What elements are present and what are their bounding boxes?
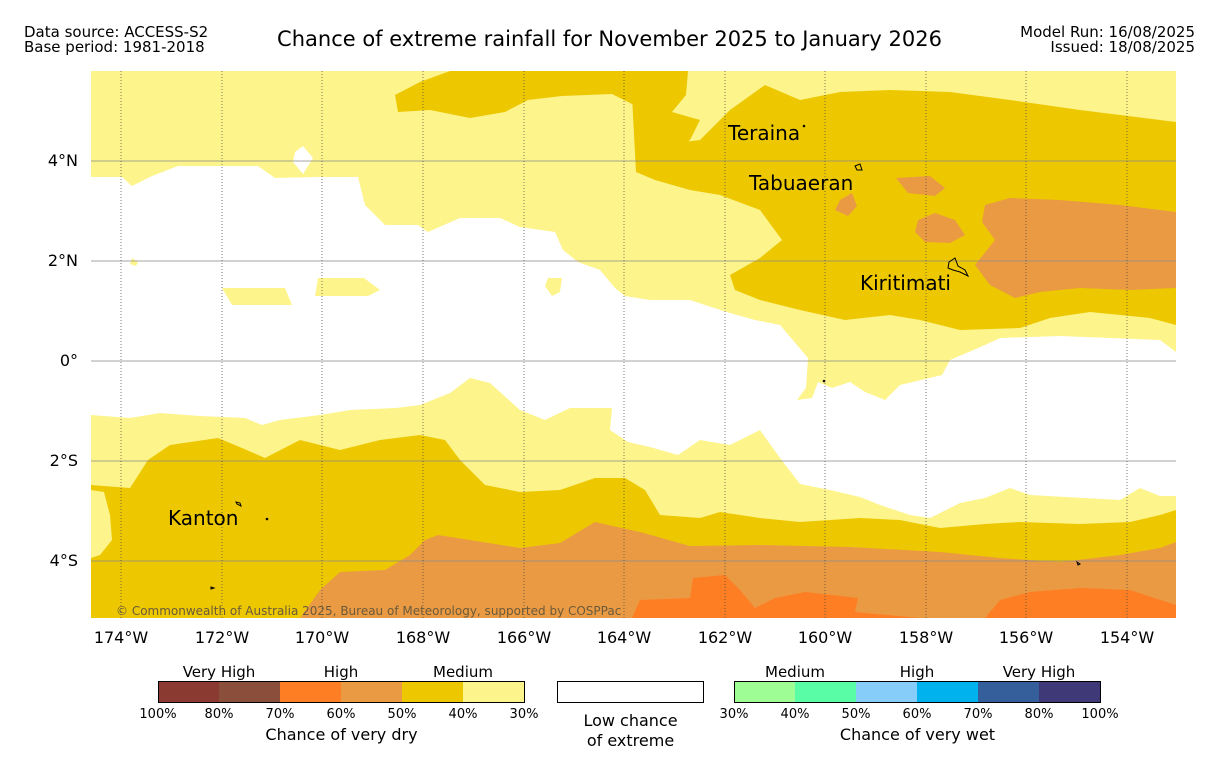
lon-label-158w: 158°W	[898, 628, 954, 647]
place-label-kiritimati: Kiritimati	[860, 271, 951, 295]
lat-label-0: 0°	[59, 351, 78, 370]
base-period-text: Base period: 1981-2018	[24, 38, 205, 56]
legend-dry-tick-2: 80%	[204, 707, 234, 722]
map-title: Chance of extreme rainfall for November …	[277, 27, 942, 51]
legend-dry-very-high: Very High	[182, 663, 256, 681]
legend-wet-swatch-5	[978, 681, 1039, 703]
legend-dry-swatch-4	[341, 681, 402, 703]
legend-dry-swatch-6	[463, 681, 524, 703]
legend-dry-tick-6: 40%	[448, 707, 478, 722]
legend-dry-swatch-5	[402, 681, 463, 703]
legend-low-line1: Low chance	[583, 711, 678, 730]
copyright-text: © Commonwealth of Australia 2025, Bureau…	[116, 604, 621, 618]
data-source-text: Data source: ACCESS-S2	[24, 23, 209, 41]
lon-label-168w: 168°W	[395, 628, 451, 647]
legend-dry-border	[158, 681, 525, 703]
island-outline-small-1	[210, 586, 216, 590]
legend-dry-title: Chance of very dry	[265, 725, 418, 744]
legend-dry-swatch-3	[280, 681, 341, 703]
tabuaeran-outline	[854, 163, 863, 171]
teraina-outline	[802, 124, 806, 128]
medium-dry-island-4	[130, 258, 138, 266]
legend-low-swatch	[557, 681, 704, 703]
lon-label-170w: 170°W	[294, 628, 350, 647]
legend-wet-very-high: Very High	[1002, 663, 1076, 681]
kiritimati-outline	[947, 257, 970, 278]
legend-dry-high: High	[323, 663, 359, 681]
rainfall-map: Teraina Tabuaeran Kiritimati Kanton © Co…	[91, 71, 1176, 618]
lon-label-162w: 162°W	[697, 628, 753, 647]
legend-dry-tick-7: 30%	[509, 707, 539, 722]
island-outline-small-3	[822, 379, 826, 383]
legend-wet-high: High	[899, 663, 935, 681]
legend-wet-swatch-4	[917, 681, 978, 703]
place-label-teraina: Teraina	[727, 121, 800, 145]
very-high-dry-south	[632, 575, 1176, 618]
legend-wet-swatch-2	[795, 681, 856, 703]
legend-wet-tick-1: 30%	[719, 707, 749, 722]
low-chance-region-north	[91, 166, 1176, 518]
lon-label-154w: 154°W	[1099, 628, 1155, 647]
legend-wet-tick-5: 70%	[963, 707, 993, 722]
legend-dry-swatch-2	[219, 681, 280, 703]
island-outline-east	[1076, 560, 1081, 566]
lat-label-4s: 4°S	[49, 551, 78, 570]
medium-dry-island-3	[545, 278, 562, 296]
lon-label-156w: 156°W	[998, 628, 1054, 647]
legend-dry-swatch-1	[158, 681, 219, 703]
legend-wet-swatch-3	[856, 681, 917, 703]
medium-dry-island-2	[315, 278, 380, 296]
legend-wet-title: Chance of very wet	[839, 725, 996, 744]
high-dry-south	[300, 522, 1176, 618]
model-run-text: Model Run: 16/08/2025	[1020, 23, 1195, 41]
lat-label-4n: 4°N	[47, 151, 78, 170]
graticule	[91, 71, 1176, 618]
legend-dry-tick-4: 60%	[326, 707, 356, 722]
legend-wet-tick-7: 100%	[1081, 707, 1119, 722]
issued-text: Issued: 18/08/2025	[1050, 38, 1195, 56]
island-outline-small-2	[265, 517, 269, 521]
legend-wet-medium: Medium	[765, 663, 825, 681]
islands	[210, 124, 1081, 590]
legend-wet-tick-6: 80%	[1024, 707, 1054, 722]
legend-wet-tick-2: 40%	[780, 707, 810, 722]
kanton-outline	[235, 501, 242, 507]
high-dry-east-1	[975, 198, 1176, 298]
legend-wet-tick-3: 50%	[841, 707, 871, 722]
legend-dry-tick-3: 70%	[265, 707, 295, 722]
high-dry-east-3	[896, 176, 945, 196]
legend-dry-medium: Medium	[433, 663, 493, 681]
lat-label-2n: 2°N	[47, 251, 78, 270]
legend-low-line2: of extreme	[586, 731, 675, 750]
legend-wet-swatch-1	[734, 681, 795, 703]
place-label-kanton: Kanton	[168, 506, 238, 530]
legend-wet-tick-4: 60%	[902, 707, 932, 722]
medium-dry-island-1	[222, 288, 292, 305]
medium-high-dry-north	[395, 71, 700, 150]
lon-label-160w: 160°W	[797, 628, 853, 647]
high-dry-east-4	[835, 193, 857, 216]
legend-wet-swatch-6	[1039, 681, 1100, 703]
low-chance-small-north	[293, 146, 313, 174]
medium-dry-kanton-patch	[91, 490, 112, 558]
high-dry-east-2	[915, 213, 965, 243]
map-field	[91, 71, 1176, 618]
lon-label-164w: 164°W	[596, 628, 652, 647]
lat-label-2s: 2°S	[49, 451, 78, 470]
lon-label-174w: 174°W	[93, 628, 149, 647]
lon-label-166w: 166°W	[496, 628, 552, 647]
place-label-tabuaeran: Tabuaeran	[748, 171, 853, 195]
legend-wet-border	[734, 681, 1101, 703]
lon-label-172w: 172°W	[194, 628, 250, 647]
legend-dry-tick-1: 100%	[139, 707, 177, 722]
legend-dry-tick-5: 50%	[387, 707, 417, 722]
